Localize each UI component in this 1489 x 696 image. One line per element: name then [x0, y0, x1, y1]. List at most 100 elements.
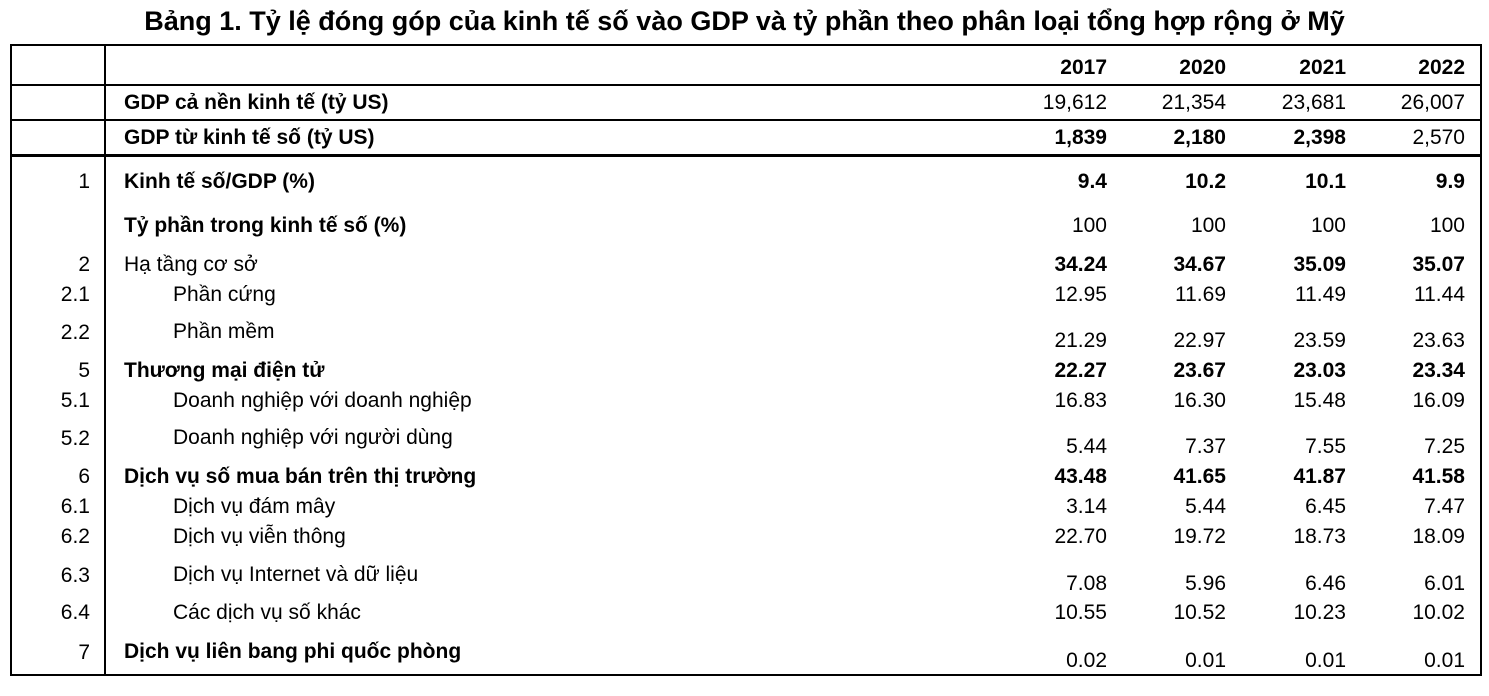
row-label: Thương mại điện tử	[124, 359, 325, 382]
row-number: 6.2	[60, 525, 90, 548]
row-number: 6.3	[60, 564, 90, 587]
cell-value: 5.96	[1185, 572, 1226, 595]
cell-value: 5.44	[1066, 435, 1107, 458]
cell-value: 10.02	[1412, 601, 1465, 624]
cell-value: 7.55	[1305, 435, 1346, 458]
cell-value: 11.49	[1295, 283, 1346, 306]
cell-value: 100	[1190, 214, 1226, 237]
row-label: Dịch vụ liên bang phi quốc phòng	[124, 640, 462, 663]
cell-value: 23.03	[1293, 359, 1346, 382]
cell-value: 23.59	[1293, 329, 1346, 352]
cell-value: 16.30	[1173, 389, 1226, 412]
cell-value: 3.14	[1066, 495, 1107, 518]
cell-value: 0.02	[1066, 649, 1107, 672]
cell-value: 23.63	[1412, 329, 1465, 352]
cell-value: 21,354	[1161, 91, 1226, 114]
row-number: 5.2	[60, 427, 90, 450]
cell-value: 34.67	[1173, 253, 1226, 276]
row-label: Doanh nghiệp với người dùng	[173, 426, 453, 449]
year-header: 2020	[1179, 56, 1226, 79]
row-divider	[10, 154, 1482, 157]
cell-value: 23.34	[1412, 359, 1465, 382]
row-label: Doanh nghiệp với doanh nghiệp	[173, 389, 472, 412]
cell-value: 100	[1310, 214, 1346, 237]
cell-value: 10.1	[1305, 170, 1346, 193]
cell-value: 7.47	[1424, 495, 1465, 518]
cell-value: 41.58	[1412, 465, 1465, 488]
row-number: 7	[78, 641, 90, 664]
table-title: Bảng 1. Tỷ lệ đóng góp của kinh tế số và…	[144, 6, 1345, 36]
cell-value: 16.83	[1054, 389, 1107, 412]
cell-value: 15.48	[1293, 389, 1346, 412]
cell-value: 21.29	[1054, 329, 1107, 352]
cell-value: 23,681	[1281, 91, 1346, 114]
row-label: Kinh tế số/GDP (%)	[124, 170, 315, 193]
row-label: Dịch vụ số mua bán trên thị trường	[124, 465, 477, 488]
row-number: 6.1	[60, 495, 90, 518]
cell-value: 23.67	[1173, 359, 1226, 382]
cell-value: 35.09	[1293, 253, 1346, 276]
cell-value: 11.44	[1414, 283, 1465, 306]
cell-value: 34.24	[1054, 253, 1107, 276]
cell-value: 18.73	[1293, 525, 1346, 548]
cell-value: 6.46	[1305, 572, 1346, 595]
cell-value: 41.65	[1173, 465, 1226, 488]
cell-value: 18.09	[1412, 525, 1465, 548]
row-divider	[10, 119, 1482, 121]
cell-value: 1,839	[1054, 126, 1107, 149]
cell-value: 35.07	[1412, 253, 1465, 276]
cell-value: 10.2	[1185, 170, 1226, 193]
cell-value: 2,180	[1173, 126, 1226, 149]
row-divider	[10, 84, 1482, 86]
cell-value: 9.9	[1435, 170, 1465, 193]
cell-value: 0.01	[1305, 649, 1346, 672]
cell-value: 19,612	[1042, 91, 1107, 114]
row-label: Phần cứng	[173, 283, 276, 306]
row-number: 2	[78, 253, 90, 276]
cell-value: 43.48	[1054, 465, 1107, 488]
row-label: Dịch vụ Internet và dữ liệu	[173, 563, 419, 586]
cell-value: 6.01	[1424, 572, 1465, 595]
row-label: GDP cả nền kinh tế (tỷ US)	[124, 91, 389, 114]
cell-value: 7.08	[1066, 572, 1107, 595]
cell-value: 16.09	[1412, 389, 1465, 412]
cell-value: 12.95	[1054, 283, 1107, 306]
row-number: 2.2	[60, 321, 90, 344]
row-number: 6	[78, 465, 90, 488]
cell-value: 100	[1071, 214, 1107, 237]
cell-value: 0.01	[1185, 649, 1226, 672]
cell-value: 5.44	[1185, 495, 1226, 518]
row-number: 2.1	[60, 283, 90, 306]
cell-value: 2,570	[1412, 126, 1465, 149]
cell-value: 22.27	[1054, 359, 1107, 382]
cell-value: 41.87	[1293, 465, 1346, 488]
cell-value: 0.01	[1424, 649, 1465, 672]
cell-value: 9.4	[1077, 170, 1107, 193]
row-number: 6.4	[60, 601, 90, 624]
year-header: 2021	[1299, 56, 1346, 79]
row-number: 5.1	[60, 389, 90, 412]
row-label: Phần mềm	[173, 320, 275, 343]
table-frame	[10, 44, 1482, 676]
year-header: 2022	[1418, 56, 1465, 79]
row-number: 1	[78, 170, 90, 193]
row-label: Các dịch vụ số khác	[173, 601, 361, 624]
cell-value: 10.23	[1293, 601, 1346, 624]
row-label: Dịch vụ đám mây	[173, 495, 336, 518]
cell-value: 19.72	[1173, 525, 1226, 548]
row-label: Hạ tầng cơ sở	[124, 253, 258, 276]
cell-value: 26,007	[1400, 91, 1465, 114]
year-header: 2017	[1060, 56, 1107, 79]
cell-value: 22.70	[1054, 525, 1107, 548]
cell-value: 11.69	[1175, 283, 1226, 306]
cell-value: 6.45	[1305, 495, 1346, 518]
cell-value: 100	[1429, 214, 1465, 237]
column-divider	[104, 44, 106, 676]
row-label: Dịch vụ viễn thông	[173, 525, 346, 548]
cell-value: 7.25	[1424, 435, 1465, 458]
row-label: Tỷ phần trong kinh tế số (%)	[124, 214, 407, 237]
cell-value: 2,398	[1293, 126, 1346, 149]
row-label: GDP từ kinh tế số (tỷ US)	[124, 126, 375, 149]
row-number: 5	[78, 359, 90, 382]
cell-value: 10.55	[1054, 601, 1107, 624]
